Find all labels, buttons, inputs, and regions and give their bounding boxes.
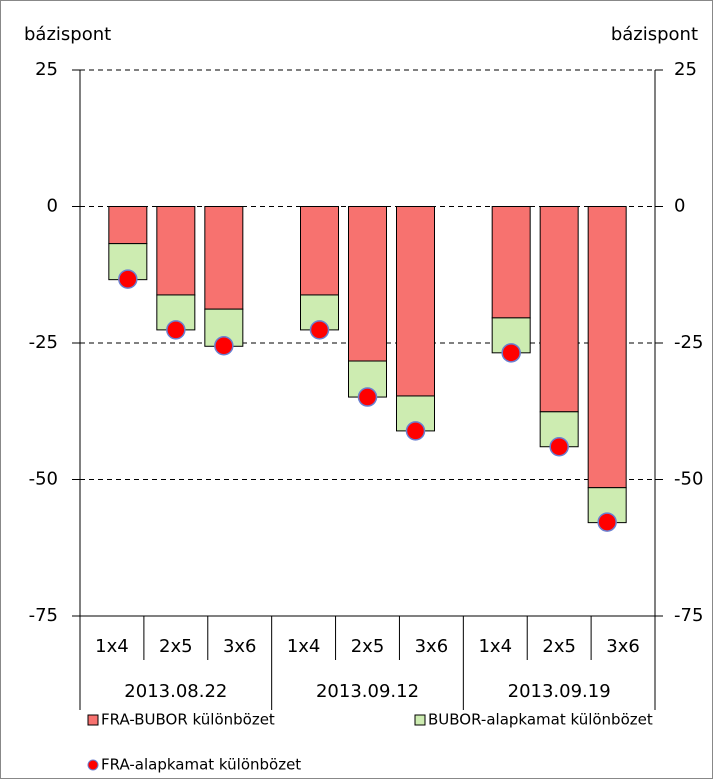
y2-tick-label: -75 (674, 605, 703, 626)
y2-tick-label: 25 (674, 59, 697, 80)
dot (405, 421, 426, 441)
legend-label: FRA-alapkamat különbözet (101, 756, 301, 774)
legend-label: BUBOR-alapkamat különbözet (428, 711, 653, 729)
x-tick-label: 2x5 (159, 636, 193, 657)
y-tick-label: -75 (29, 605, 58, 626)
bar-segment (539, 206, 579, 413)
y-tick-label: -50 (29, 469, 58, 490)
dot (166, 320, 186, 340)
dot (501, 343, 521, 363)
bar-segment (204, 206, 244, 310)
x-tick-label: 3x6 (606, 636, 640, 657)
y-tick-label: -25 (29, 332, 58, 353)
dot (549, 436, 569, 457)
bar-segment (587, 206, 627, 489)
group-label: 2013.09.19 (508, 681, 611, 702)
legend-marker (414, 714, 426, 726)
y2-tick-label: -25 (674, 332, 703, 353)
y2-axis-label: bázispont (611, 24, 698, 45)
x-tick-label: 2x5 (542, 636, 576, 657)
y-tick-label: 25 (35, 59, 58, 80)
legend-marker (87, 759, 99, 771)
dot (309, 320, 330, 340)
x-tick-label: 1x4 (287, 636, 321, 657)
bar-segment (108, 206, 148, 245)
legend-marker (87, 714, 99, 726)
bar-segment (396, 206, 435, 397)
group-label: 2013.09.12 (316, 681, 419, 702)
y2-tick-label: 0 (674, 196, 685, 217)
x-tick-label: 3x6 (415, 636, 449, 657)
y-tick-label: 0 (47, 196, 58, 217)
bar-segment (348, 206, 387, 362)
x-tick-label: 2x5 (351, 636, 385, 657)
dot (597, 512, 617, 532)
dot (357, 387, 378, 407)
dot (118, 269, 138, 289)
y-axis-label: bázispont (24, 24, 111, 45)
bar-segment (491, 206, 531, 319)
legend-label: FRA-BUBOR különbözet (101, 711, 275, 729)
x-tick-label: 1x4 (95, 636, 129, 657)
dot (214, 335, 234, 356)
bar-segment (156, 206, 196, 296)
x-tick-label: 1x4 (478, 636, 512, 657)
y2-tick-label: -50 (674, 469, 703, 490)
x-tick-label: 3x6 (223, 636, 257, 657)
bar-segment (300, 206, 339, 296)
group-label: 2013.08.22 (124, 681, 227, 702)
